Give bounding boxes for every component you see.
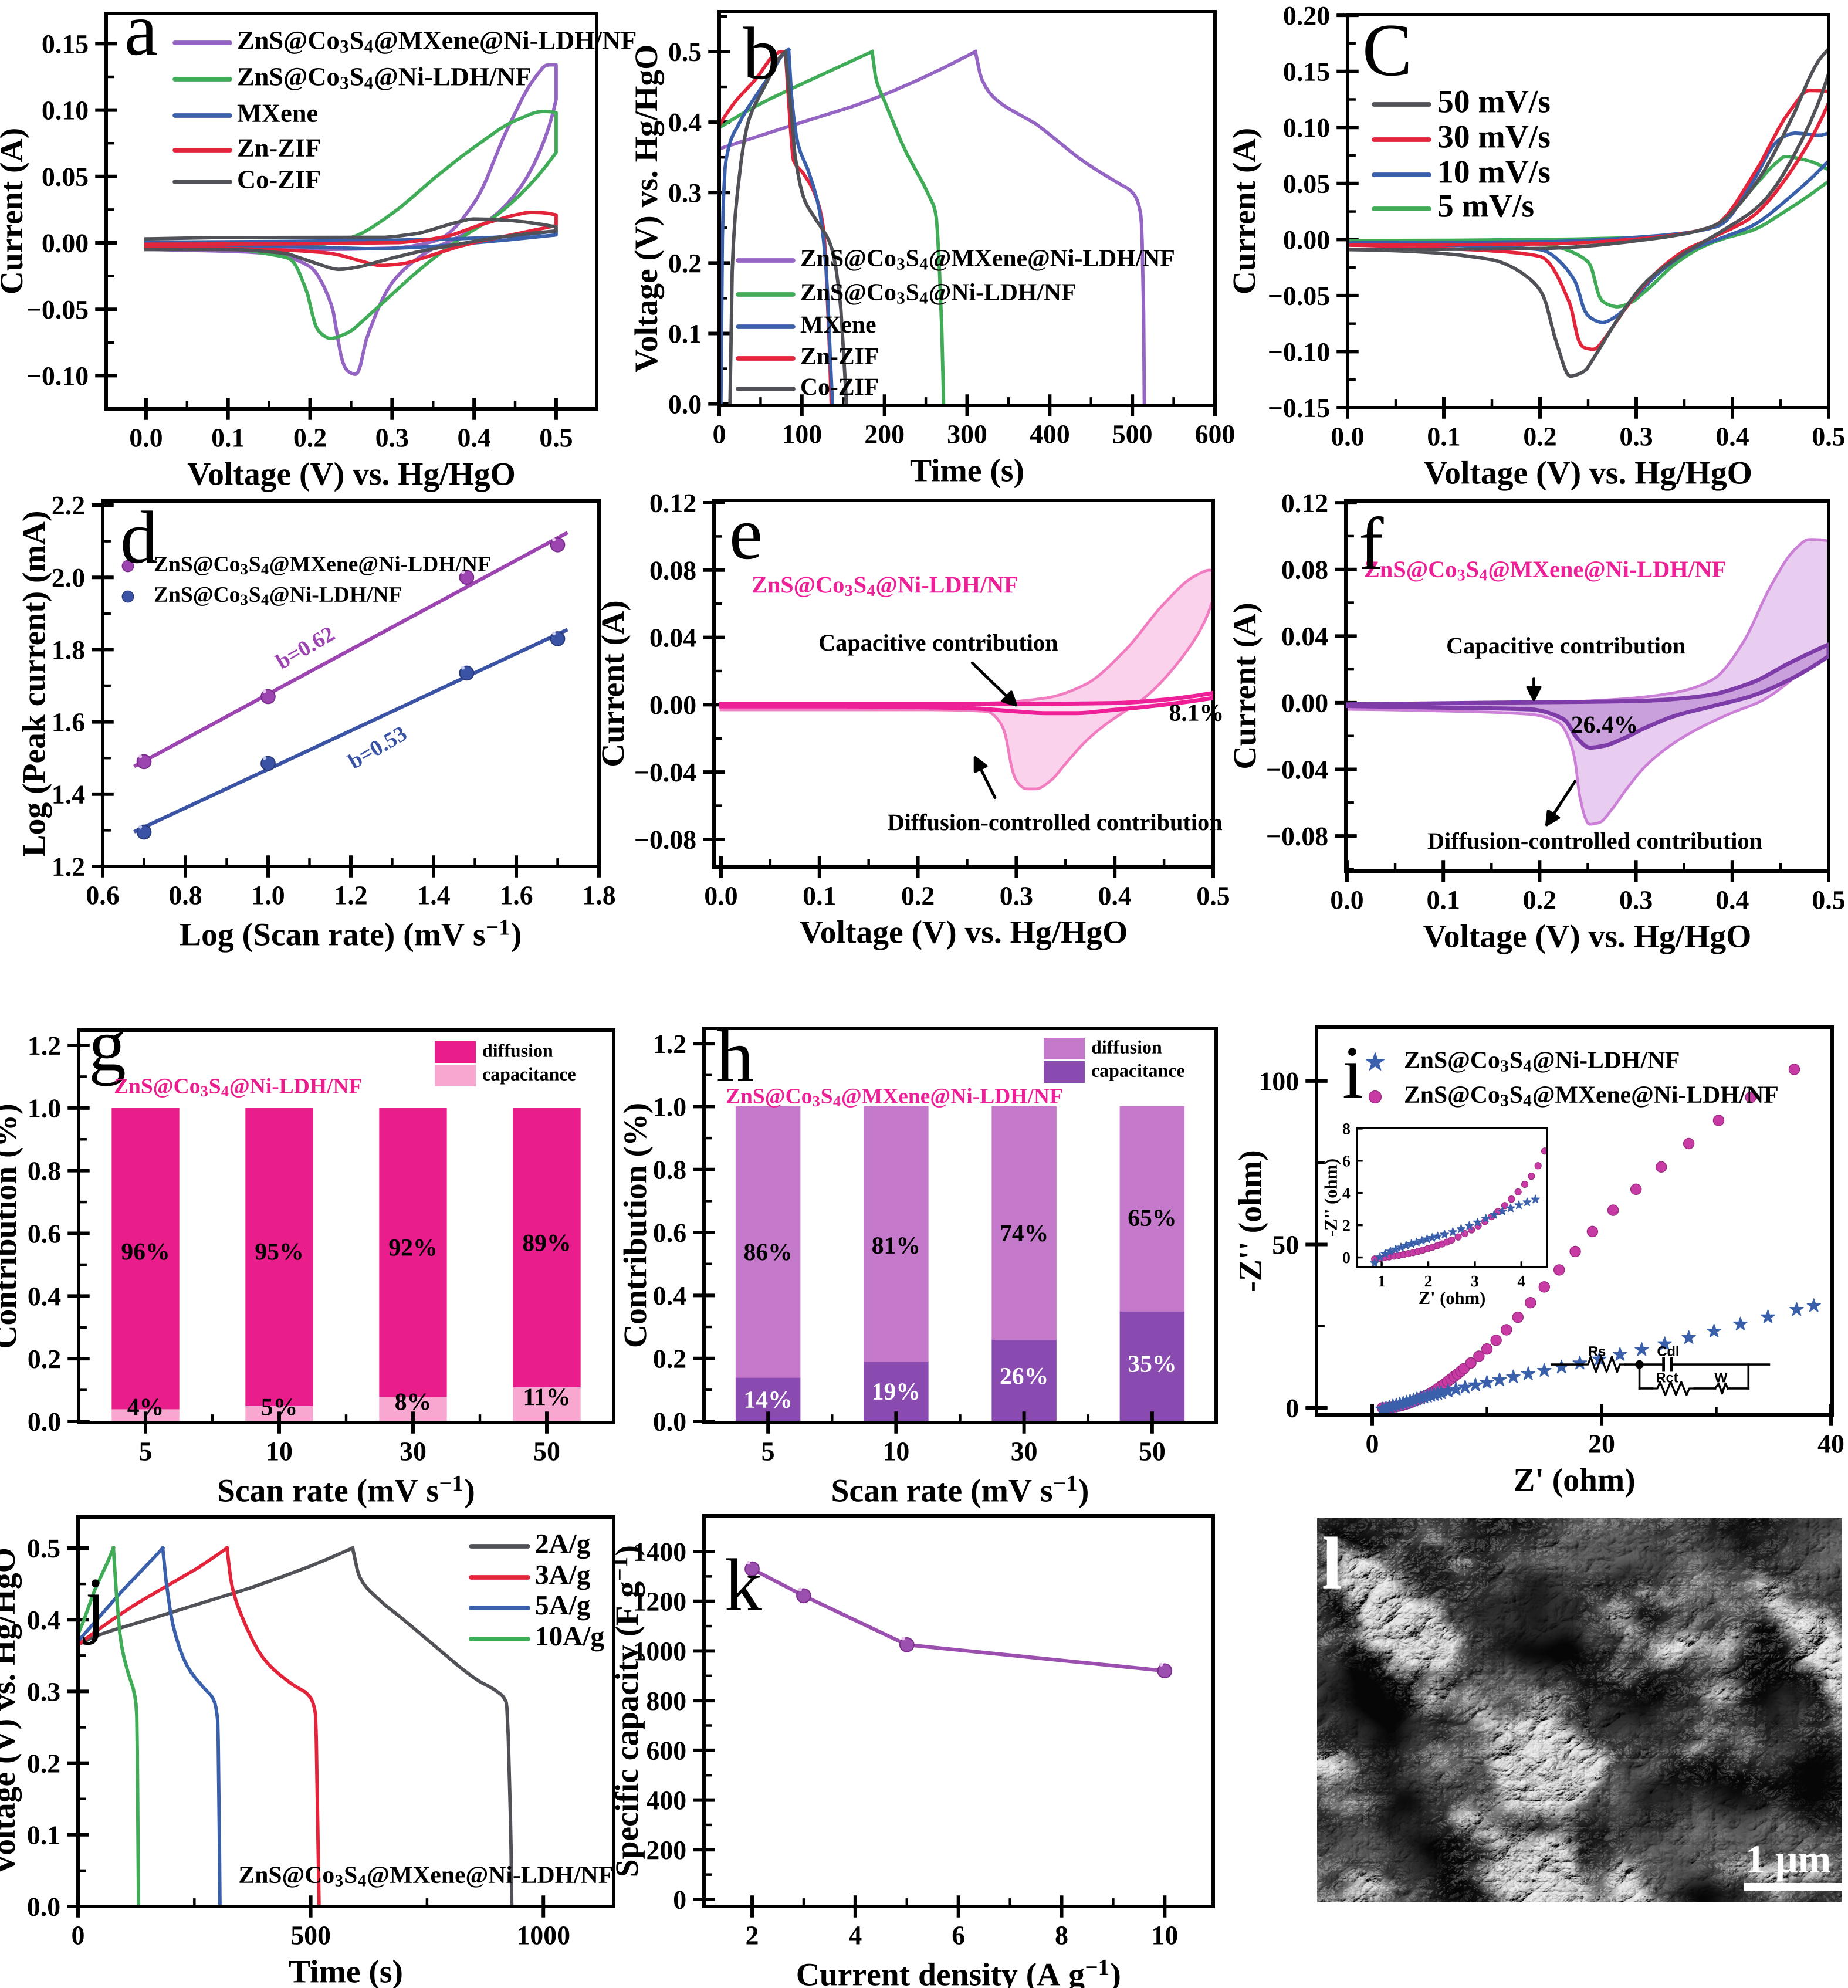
svg-text:l: l — [1322, 1523, 1342, 1605]
svg-text:1 μm: 1 μm — [1745, 1837, 1831, 1881]
